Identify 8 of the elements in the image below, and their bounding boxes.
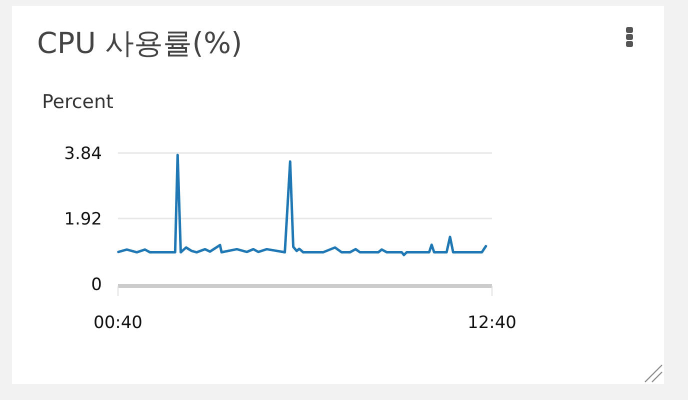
chart-title: CPU 사용률(%) xyxy=(37,26,242,60)
x-tick-label: 12:40 xyxy=(468,313,516,333)
y-tick-label: 0 xyxy=(91,275,102,295)
y-axis-title: Percent xyxy=(42,91,114,113)
y-tick-label: 1.92 xyxy=(64,210,102,230)
x-tick-label: 00:40 xyxy=(94,313,142,333)
line-series xyxy=(117,154,488,256)
y-tick-label: 3.84 xyxy=(64,144,102,164)
